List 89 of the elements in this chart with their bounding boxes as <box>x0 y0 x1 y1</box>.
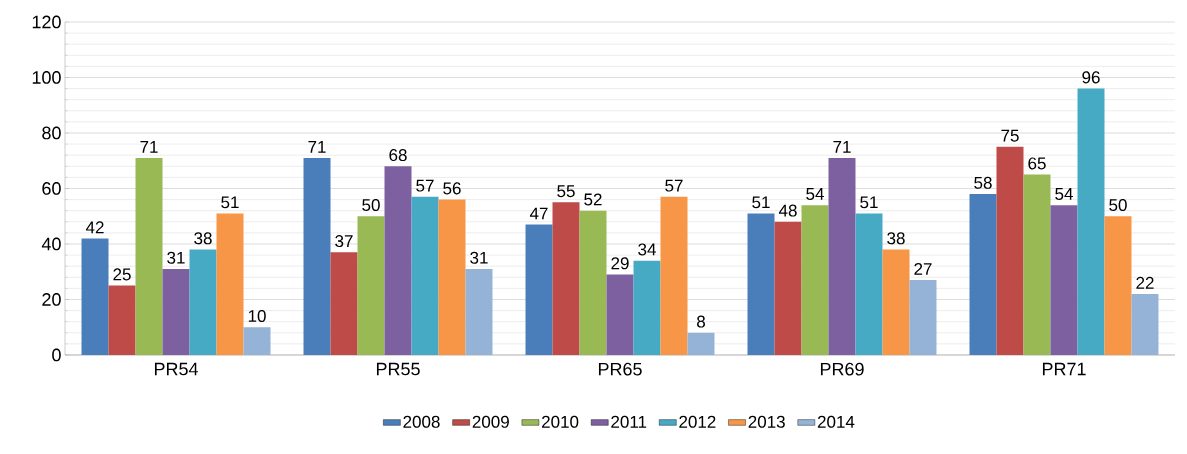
bar <box>411 196 439 355</box>
bar <box>969 194 997 355</box>
data-label: 48 <box>778 204 797 217</box>
y-tick-label: 120 <box>32 15 61 29</box>
legend-label: 2011 <box>611 415 647 428</box>
legend-label: 2014 <box>817 415 855 428</box>
bar <box>801 205 829 355</box>
bar <box>774 221 802 355</box>
data-label: 10 <box>248 310 266 323</box>
data-label: 31 <box>470 251 488 264</box>
bar <box>552 202 580 355</box>
data-label: 57 <box>665 179 683 192</box>
data-label: 54 <box>806 188 824 200</box>
y-tick-label: 20 <box>42 293 61 306</box>
data-label: 8 <box>697 315 705 328</box>
data-label: 31 <box>167 251 185 264</box>
bar <box>660 196 688 355</box>
y-tick-label: 40 <box>41 237 61 251</box>
y-tick-label: 80 <box>42 126 61 140</box>
data-label: 54 <box>1055 188 1073 200</box>
data-label: 96 <box>1082 71 1100 84</box>
bar <box>606 274 634 355</box>
data-label: 37 <box>335 235 353 248</box>
bar <box>384 166 412 355</box>
legend-label: 2010 <box>542 415 579 428</box>
data-label: 51 <box>752 196 770 209</box>
legend-label: 2009 <box>472 415 509 428</box>
bar <box>633 260 661 355</box>
legend-label: 2008 <box>403 415 440 428</box>
bar <box>1023 174 1051 355</box>
bar <box>1104 216 1132 355</box>
data-label: 22 <box>1136 276 1154 289</box>
data-label: 71 <box>140 141 158 153</box>
data-label: 56 <box>443 182 461 195</box>
bar <box>465 268 493 355</box>
bar <box>357 216 385 355</box>
bar <box>1050 205 1078 355</box>
x-tick-label: PR55 <box>376 362 420 376</box>
bar <box>108 285 136 355</box>
bar <box>828 157 856 355</box>
bar <box>579 210 607 355</box>
data-label: 25 <box>113 268 131 281</box>
data-label: 29 <box>611 257 629 270</box>
bar <box>81 238 109 355</box>
bar <box>216 213 244 355</box>
x-tick-label: PR54 <box>154 362 198 376</box>
bar <box>747 213 775 355</box>
data-label: 50 <box>1109 199 1127 212</box>
data-label: 51 <box>860 196 878 209</box>
data-label: 47 <box>529 207 548 220</box>
bar <box>525 224 553 355</box>
bar <box>687 332 715 355</box>
bar <box>135 157 163 355</box>
bar <box>996 146 1024 355</box>
bar <box>189 249 217 355</box>
data-label: 75 <box>1001 129 1019 142</box>
x-tick-label: PR71 <box>1042 362 1086 376</box>
data-label: 42 <box>85 221 104 234</box>
bar <box>243 327 271 355</box>
data-label: 58 <box>974 176 992 189</box>
y-tick-label: 100 <box>32 71 61 84</box>
data-label: 57 <box>416 179 434 192</box>
bar <box>855 213 883 355</box>
x-tick-label: PR69 <box>820 362 864 376</box>
x-tick-label: PR65 <box>598 362 642 376</box>
bar <box>909 280 937 355</box>
data-label: 71 <box>833 141 851 153</box>
data-label: 51 <box>221 196 239 209</box>
bar <box>330 252 358 355</box>
data-label: 50 <box>362 199 380 212</box>
bar <box>162 268 190 355</box>
data-label: 34 <box>638 243 656 256</box>
y-tick-label: 60 <box>42 182 61 195</box>
bar <box>1131 293 1159 355</box>
bar <box>303 157 331 355</box>
data-label: 55 <box>557 185 575 198</box>
data-label: 68 <box>389 149 407 162</box>
bar <box>438 199 466 355</box>
data-label: 71 <box>308 141 326 153</box>
bar <box>882 249 910 355</box>
legend-label: 2012 <box>679 415 716 428</box>
legend-label: 2013 <box>748 415 785 428</box>
data-label: 65 <box>1028 157 1046 170</box>
data-label: 38 <box>194 232 212 245</box>
data-label: 52 <box>584 193 602 206</box>
bar <box>1077 88 1105 355</box>
data-label: 27 <box>914 262 932 275</box>
y-tick-label: 0 <box>52 348 61 362</box>
data-label: 38 <box>887 232 905 245</box>
